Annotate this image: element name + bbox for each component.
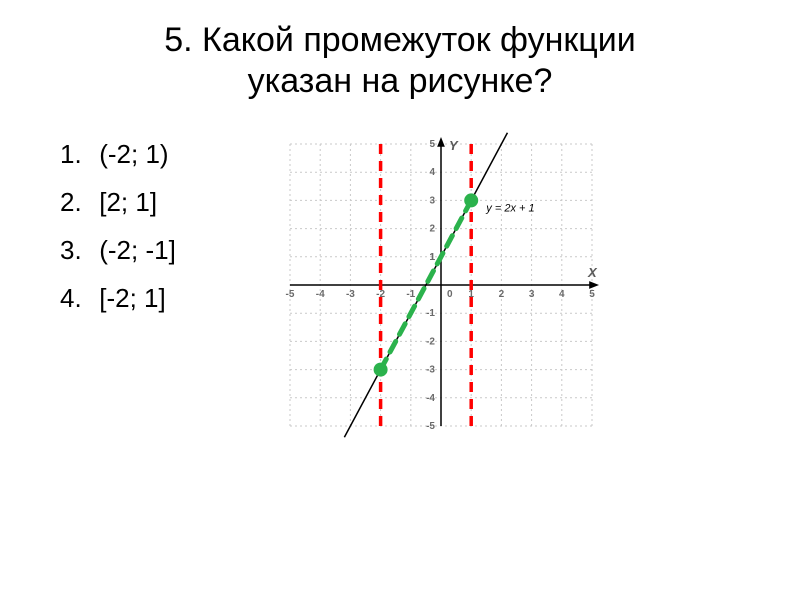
svg-text:5: 5 bbox=[429, 139, 435, 150]
svg-text:2: 2 bbox=[429, 223, 435, 234]
svg-text:4: 4 bbox=[559, 289, 565, 300]
svg-text:-4: -4 bbox=[316, 289, 325, 300]
option-2-label: [2; 1] bbox=[99, 187, 157, 217]
content-row: 1. (-2; 1) 2. [2; 1] 3. (-2; -1] 4. [-2;… bbox=[30, 130, 770, 440]
option-2: 2. [2; 1] bbox=[60, 178, 176, 226]
option-3-num: 3. bbox=[60, 226, 92, 274]
svg-text:1: 1 bbox=[429, 251, 435, 262]
question-title: 5. Какой промежуток функции указан на ри… bbox=[30, 20, 770, 102]
svg-text:-3: -3 bbox=[426, 364, 435, 375]
chart-svg: -5-4-3-2-112345-5-4-3-2-11234501XYy = 2x… bbox=[276, 130, 606, 440]
option-3-label: (-2; -1] bbox=[99, 235, 176, 265]
title-line-1: 5. Какой промежуток функции bbox=[164, 21, 636, 59]
svg-text:-2: -2 bbox=[426, 336, 435, 347]
answer-options: 1. (-2; 1) 2. [2; 1] 3. (-2; -1] 4. [-2;… bbox=[30, 130, 176, 322]
title-line-2: указан на рисунке? bbox=[248, 62, 553, 100]
svg-text:-5: -5 bbox=[285, 289, 294, 300]
svg-text:3: 3 bbox=[429, 195, 435, 206]
option-4: 4. [-2; 1] bbox=[60, 274, 176, 322]
option-4-num: 4. bbox=[60, 274, 92, 322]
svg-text:2: 2 bbox=[498, 289, 504, 300]
option-2-num: 2. bbox=[60, 178, 92, 226]
svg-text:X: X bbox=[587, 265, 598, 280]
option-4-label: [-2; 1] bbox=[99, 283, 165, 313]
svg-text:-1: -1 bbox=[426, 308, 435, 319]
option-1: 1. (-2; 1) bbox=[60, 130, 176, 178]
option-1-label: (-2; 1) bbox=[99, 139, 168, 169]
svg-text:3: 3 bbox=[529, 289, 535, 300]
svg-text:y = 2x + 1: y = 2x + 1 bbox=[485, 202, 534, 214]
svg-text:-4: -4 bbox=[426, 392, 435, 403]
option-1-num: 1. bbox=[60, 130, 92, 178]
svg-text:5: 5 bbox=[589, 289, 595, 300]
chart: -5-4-3-2-112345-5-4-3-2-11234501XYy = 2x… bbox=[276, 130, 606, 440]
svg-text:-3: -3 bbox=[346, 289, 355, 300]
option-3: 3. (-2; -1] bbox=[60, 226, 176, 274]
svg-text:Y: Y bbox=[449, 138, 459, 153]
svg-text:0: 0 bbox=[447, 289, 453, 300]
svg-text:4: 4 bbox=[429, 167, 435, 178]
svg-text:-5: -5 bbox=[426, 421, 435, 432]
svg-text:-1: -1 bbox=[406, 289, 415, 300]
